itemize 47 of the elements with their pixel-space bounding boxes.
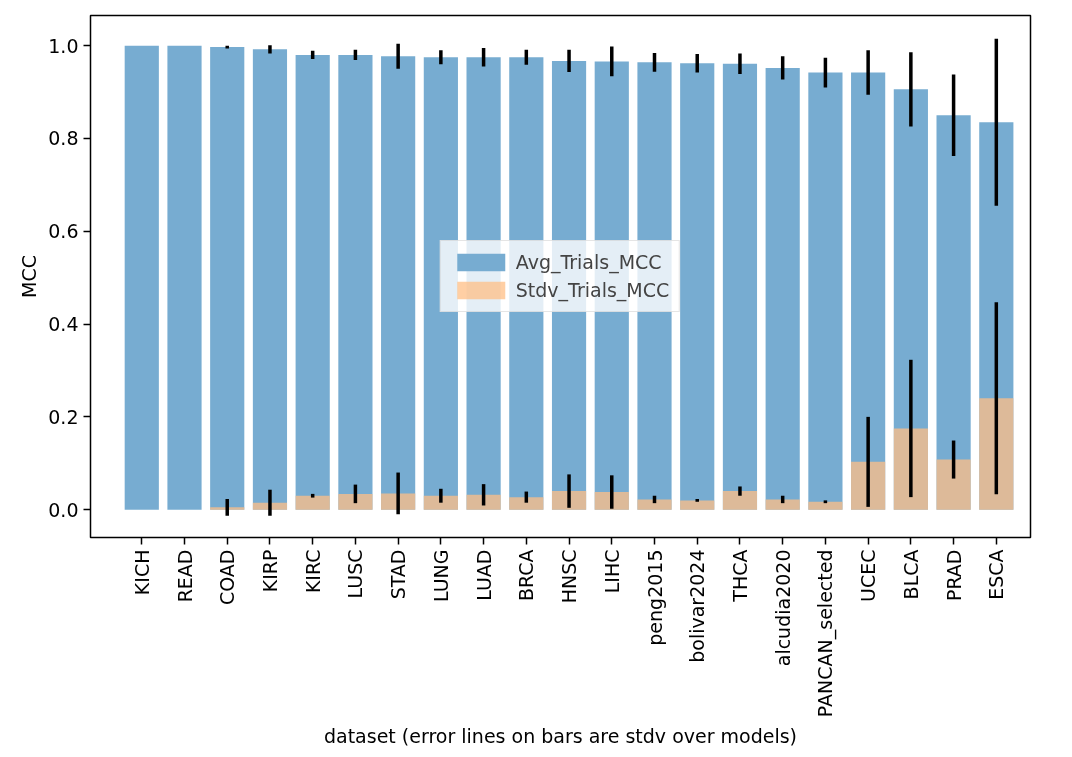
bar [979,398,1014,510]
x-tick-label: bolivar2024 [686,549,709,663]
y-tick-label: 0.8 [48,127,79,150]
x-tick-label: KIRC [301,549,324,594]
x-tick-label: LUAD [472,549,495,601]
bar [765,499,800,510]
x-tick-label: peng2015 [643,549,666,646]
x-tick-label: LIHC [600,549,623,594]
x-axis-title: dataset (error lines on bars are stdv over models) [323,725,798,748]
x-tick-label: ESCA [985,549,1008,600]
bar [722,491,758,510]
y-tick-label: 0.4 [48,313,79,336]
bar [338,493,373,510]
y-tick-label: 0.0 [48,498,79,521]
x-tick-label: KICH [130,549,153,596]
bar [936,459,971,510]
x-tick-label: HNSC [558,549,581,604]
x-tick-label: LUNG [429,549,452,602]
bar [808,501,843,510]
y-tick-label: 1.0 [48,34,79,57]
bar [637,499,672,510]
bar [295,495,330,510]
x-tick-label: STAD [387,549,410,600]
y-tick-label: 0.2 [48,405,79,428]
bar [509,497,544,510]
bar [466,494,501,510]
legend-label: Stdv_Trials_MCC [515,279,670,301]
x-tick-label: alcudia2020 [771,549,794,667]
x-tick-label: READ [173,549,196,603]
bar [893,428,928,510]
legend-label: Avg_Trials_MCC [515,251,662,273]
x-tick-label: PRAD [942,549,965,602]
x-tick-label: THCA [728,549,751,603]
bar [423,495,458,510]
x-tick-label: UCEC [857,549,880,602]
x-tick-label: KIRP [258,549,281,593]
bar [167,45,202,510]
bar [124,45,159,510]
x-tick-label: COAD [216,549,239,606]
bar [680,500,715,510]
bar [210,47,245,510]
y-axis-title: MCC [18,255,41,298]
x-tick-label: PANCAN_selected [814,549,838,718]
x-tick-label: BLCA [899,549,922,600]
x-tick-label: LUSC [344,549,367,599]
x-tick-label: BRCA [515,549,538,602]
y-tick-label: 0.6 [48,220,79,243]
